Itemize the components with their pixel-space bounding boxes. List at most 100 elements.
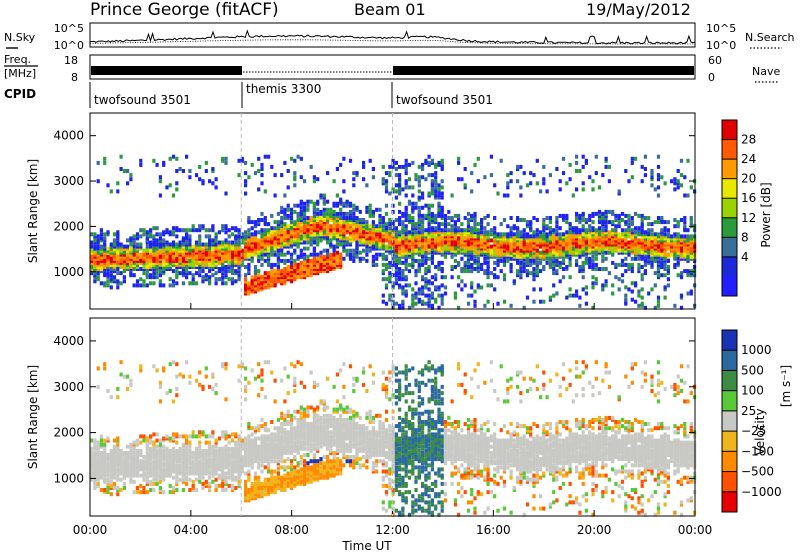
power-cell xyxy=(283,234,287,239)
power-cell xyxy=(568,224,572,229)
velocity-cell xyxy=(181,477,185,482)
velocity-cell xyxy=(145,463,149,468)
power-cell xyxy=(145,283,149,288)
power-cell xyxy=(316,211,320,216)
power-cell xyxy=(640,213,644,218)
power-cell xyxy=(171,254,176,259)
power-cell xyxy=(394,183,398,188)
power-cell xyxy=(247,244,251,249)
power-cell xyxy=(355,220,359,225)
power-cell xyxy=(270,164,274,169)
power-cell xyxy=(601,267,605,271)
velocity-cell xyxy=(188,440,192,445)
power-cell xyxy=(326,248,330,253)
power-cell xyxy=(466,293,471,298)
power-cell xyxy=(437,234,441,239)
power-cell xyxy=(440,191,444,196)
power-cell xyxy=(145,265,149,269)
power-cell xyxy=(388,293,392,298)
power-cell xyxy=(194,271,199,276)
power-cell xyxy=(286,250,290,255)
power-cell xyxy=(447,209,451,214)
power-cell xyxy=(581,224,585,229)
power-cell xyxy=(597,248,602,253)
power-cell xyxy=(483,260,487,265)
power-cell xyxy=(525,248,530,253)
power-cell xyxy=(601,244,605,249)
power-cell xyxy=(683,220,687,225)
power-cell xyxy=(135,236,140,241)
velocity-cell xyxy=(240,455,244,459)
velocity-cell xyxy=(165,457,169,462)
power-cell xyxy=(158,279,162,284)
power-cell xyxy=(499,252,503,257)
power-cell xyxy=(443,244,448,249)
power-cell xyxy=(171,283,176,288)
power-cell xyxy=(437,209,441,214)
power-cell xyxy=(486,244,490,249)
power-cell xyxy=(283,160,287,165)
power-cell xyxy=(312,265,316,269)
power-cell xyxy=(519,260,523,265)
power-cell xyxy=(565,244,569,249)
power-cell xyxy=(643,258,647,263)
velocity-cell xyxy=(135,463,140,468)
power-cell xyxy=(430,226,434,231)
power-cell xyxy=(381,293,385,298)
power-cell xyxy=(283,258,287,263)
velocity-cell xyxy=(201,457,205,462)
power-cell xyxy=(185,248,189,253)
power-cell xyxy=(525,273,530,278)
power-cell xyxy=(352,171,356,176)
power-cell xyxy=(679,254,684,259)
power-cell xyxy=(263,271,267,276)
power-cell xyxy=(257,248,261,253)
power-cell xyxy=(506,193,510,198)
power-cell xyxy=(358,240,362,245)
power-cell xyxy=(289,238,294,243)
power-cell xyxy=(149,248,153,253)
freq-band-late xyxy=(393,66,694,75)
power-cell xyxy=(463,183,467,188)
power-cell xyxy=(316,258,320,263)
velocity-cell xyxy=(112,448,117,453)
power-cell xyxy=(411,254,415,259)
power-cell xyxy=(676,273,680,278)
power-cell xyxy=(394,265,398,269)
power-cell xyxy=(306,258,310,263)
power-cell xyxy=(417,248,421,253)
power-cell xyxy=(539,244,543,249)
power-cell xyxy=(126,181,130,186)
power-cell xyxy=(237,244,241,249)
power-cell xyxy=(316,256,320,261)
power-cell xyxy=(326,224,330,229)
velocity-cell xyxy=(214,477,218,482)
power-cell xyxy=(637,226,641,231)
power-cell xyxy=(476,256,480,261)
velocity-cell xyxy=(122,486,126,490)
power-cell xyxy=(545,252,549,257)
power-cell xyxy=(683,224,687,229)
power-cell xyxy=(240,258,244,263)
power-cell xyxy=(106,246,110,251)
power-cell xyxy=(122,258,126,263)
power-cell xyxy=(109,242,113,247)
velocity-cell xyxy=(155,448,159,453)
velocity-cell xyxy=(168,469,172,474)
power-cell xyxy=(384,254,389,259)
power-cell xyxy=(145,269,149,274)
power-cell xyxy=(303,273,307,278)
power-cell xyxy=(568,287,572,292)
power-cell xyxy=(656,232,661,237)
power-cell xyxy=(643,254,647,259)
power-cell xyxy=(532,287,536,292)
power-cell xyxy=(273,220,277,225)
velocity-cell xyxy=(162,444,166,449)
power-cell xyxy=(637,293,641,298)
power-cell xyxy=(286,203,290,208)
power-cell xyxy=(443,285,448,290)
power-cell xyxy=(453,234,457,239)
power-cell xyxy=(165,254,169,259)
velocity-cell xyxy=(217,475,221,480)
velocity-cell xyxy=(208,384,212,389)
